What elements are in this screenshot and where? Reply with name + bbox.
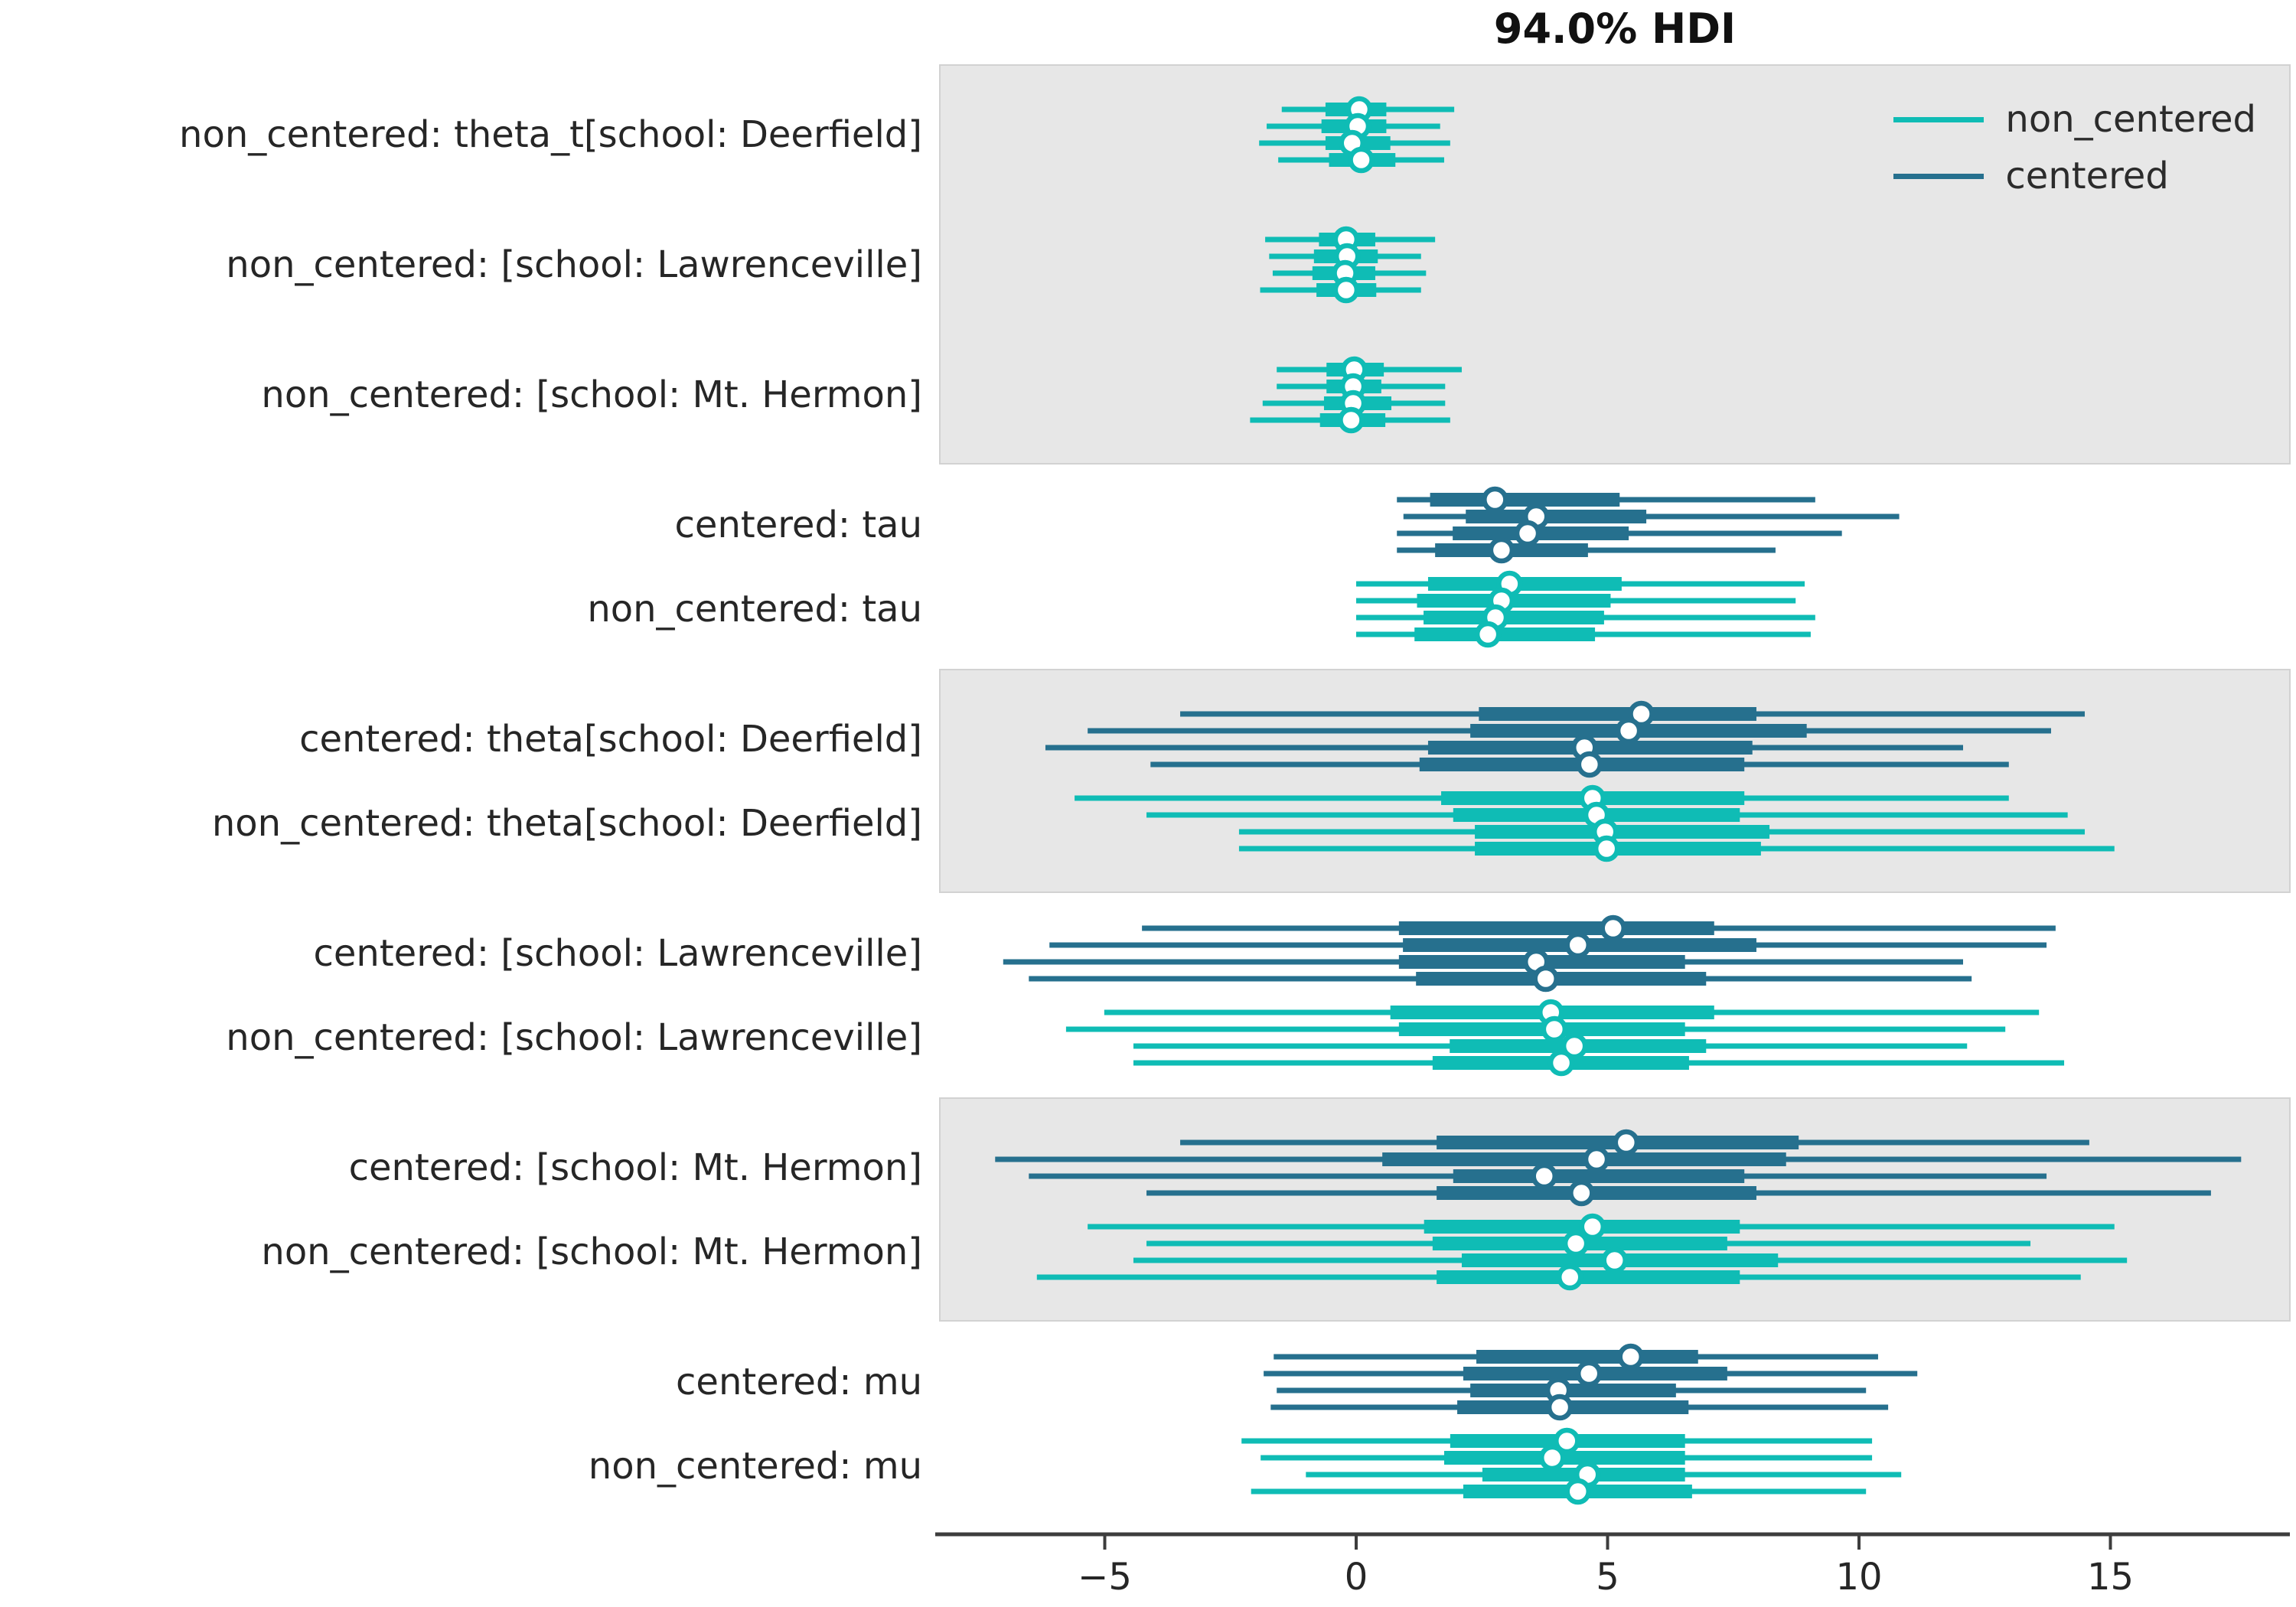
y-axis-label: centered: theta[school: Deerfield] — [299, 718, 922, 761]
median-dot — [1613, 1129, 1640, 1156]
median-dot — [1600, 914, 1626, 942]
median-dot — [1338, 406, 1365, 434]
y-axis-label: non_centered: [school: Mt. Hermon] — [261, 373, 922, 416]
shaded-band — [939, 64, 2291, 464]
y-axis-label: non_centered: [school: Lawrenceville] — [226, 1016, 922, 1059]
y-axis-label: non_centered: theta_t[school: Deerfield] — [179, 113, 922, 156]
y-axis-label: non_centered: [school: Lawrenceville] — [226, 243, 922, 286]
legend: non_centered centered — [1893, 98, 2256, 197]
median-dot — [1583, 1146, 1610, 1173]
median-dot — [1541, 1015, 1568, 1043]
median-dot — [1556, 1263, 1583, 1291]
plot-title: 94.0% HDI — [1493, 5, 1737, 53]
y-axis-label: non_centered: [school: Mt. Hermon] — [261, 1231, 922, 1273]
median-dot — [1348, 146, 1375, 174]
y-axis-label: centered: [school: Mt. Hermon] — [348, 1146, 922, 1189]
median-dot — [1514, 520, 1541, 547]
legend-line-swatch — [1893, 173, 1985, 179]
median-dot — [1531, 1162, 1557, 1190]
x-tick-label: −5 — [1078, 1556, 1132, 1599]
median-dot — [1601, 1247, 1628, 1274]
y-axis-label: centered: [school: Lawrenceville] — [313, 932, 923, 975]
legend-item-non_centered: non_centered — [1893, 98, 2256, 141]
median-dot — [1564, 931, 1591, 959]
legend-label: non_centered — [2005, 98, 2256, 141]
median-dot — [1568, 1179, 1595, 1207]
median-dot — [1575, 1360, 1603, 1387]
median-dot — [1562, 1230, 1590, 1257]
median-dot — [1474, 621, 1502, 648]
y-axis-label: non_centered: mu — [588, 1445, 922, 1488]
x-tick-label: 0 — [1344, 1556, 1368, 1599]
x-tick-label: 10 — [1835, 1556, 1883, 1599]
y-axis-label: centered: mu — [676, 1361, 922, 1403]
median-dot — [1564, 1478, 1591, 1505]
median-dot — [1615, 717, 1642, 745]
median-dot — [1488, 536, 1515, 564]
median-dot — [1617, 1343, 1644, 1371]
median-dot — [1576, 751, 1603, 778]
median-dot — [1546, 1393, 1574, 1421]
y-axis-label: non_centered: theta[school: Deerfield] — [211, 802, 922, 845]
legend-label: centered — [2005, 155, 2169, 197]
median-dot — [1538, 1444, 1566, 1472]
x-tick-label: 5 — [1596, 1556, 1619, 1599]
median-dot — [1332, 276, 1360, 304]
x-tick-label: 15 — [2086, 1556, 2135, 1599]
y-axis-label: centered: tau — [674, 504, 922, 546]
legend-line-swatch — [1893, 116, 1985, 122]
median-dot — [1532, 965, 1559, 993]
legend-item-centered: centered — [1893, 155, 2169, 197]
median-dot — [1593, 835, 1620, 862]
y-axis-label: non_centered: tau — [587, 588, 922, 631]
median-dot — [1482, 486, 1508, 513]
median-dot — [1548, 1049, 1575, 1077]
shaded-band — [939, 1097, 2291, 1322]
